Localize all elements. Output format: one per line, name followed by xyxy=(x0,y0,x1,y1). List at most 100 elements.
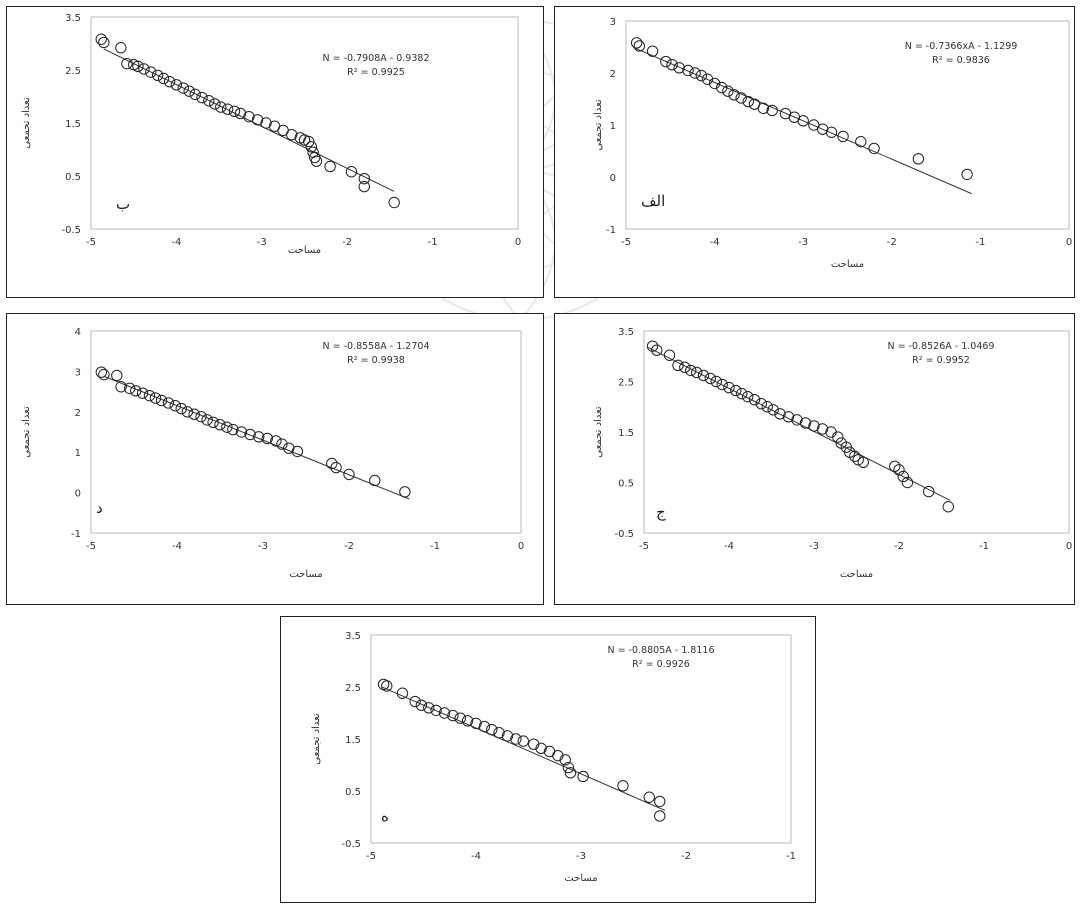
data-point xyxy=(196,91,208,104)
chart-panel-he: -5 -4 -3 -2 -1 -0.5 0.5 1.5 2.5 3.5 مساحت تعداد تجم… xyxy=(280,616,816,903)
x-tick-label: -1 xyxy=(979,541,989,552)
data-point xyxy=(283,442,295,454)
y-tick-label: 3.5 xyxy=(65,13,81,24)
data-point xyxy=(857,456,869,469)
x-tick-label: -4 xyxy=(172,541,182,552)
regression-equation: N = -0.8558A - 1.2704 xyxy=(323,341,430,352)
data-point xyxy=(852,454,864,466)
x-tick-label: -3 xyxy=(809,541,819,552)
data-point xyxy=(369,474,381,487)
y-tick-label: 2.5 xyxy=(345,683,361,694)
x-tick-label: -3 xyxy=(798,237,808,248)
data-point xyxy=(181,406,194,418)
trendline xyxy=(103,375,410,500)
data-point xyxy=(715,81,728,94)
data-point xyxy=(710,375,722,388)
plot-area xyxy=(625,20,1070,230)
data-point xyxy=(486,723,498,736)
x-tick-label: -2 xyxy=(342,237,352,248)
y-tick-label: 3.5 xyxy=(345,631,361,642)
data-point xyxy=(98,36,110,49)
data-point xyxy=(203,95,215,107)
data-point xyxy=(121,57,133,70)
data-point xyxy=(704,372,717,385)
data-point xyxy=(708,77,721,90)
data-point xyxy=(151,69,164,82)
data-point xyxy=(430,704,442,717)
data-point xyxy=(630,37,643,49)
data-point xyxy=(697,369,710,382)
data-point xyxy=(454,712,466,724)
data-point xyxy=(832,431,844,443)
data-point xyxy=(695,69,708,82)
data-point xyxy=(654,795,666,808)
panel-label: ج xyxy=(656,503,666,522)
regression-equation: N = -0.7908A - 0.9382 xyxy=(323,53,430,64)
x-tick-label: -1 xyxy=(975,237,985,248)
plot-area xyxy=(370,634,792,844)
r-squared: R² = 0.9952 xyxy=(912,355,970,366)
data-point xyxy=(189,88,201,101)
data-point xyxy=(235,426,248,438)
data-point xyxy=(855,135,867,148)
x-tick-label: -1 xyxy=(786,851,796,862)
data-point xyxy=(124,382,136,395)
panel-label: ب xyxy=(116,195,130,213)
x-tick-label: -4 xyxy=(471,851,481,862)
data-point xyxy=(157,72,170,85)
data-point xyxy=(310,155,323,167)
data-point xyxy=(849,450,861,462)
data-point xyxy=(132,60,144,72)
chart-alef: -5 -4 -3 -2 -1 0 -1 0 1 2 3 مساحت تعداد تجمعی N = -0.… xyxy=(593,17,1072,270)
data-point xyxy=(552,749,564,762)
data-point xyxy=(797,115,809,127)
data-point xyxy=(825,426,837,438)
plot-area xyxy=(90,330,522,534)
r-squared: R² = 0.9836 xyxy=(932,55,990,66)
data-point xyxy=(303,135,315,148)
data-point xyxy=(660,55,672,68)
chart-he: -5 -4 -3 -2 -1 -0.5 0.5 1.5 2.5 3.5 مساحت تعداد تجم… xyxy=(311,631,796,884)
data-point xyxy=(261,432,273,445)
plot-area xyxy=(643,330,1070,534)
x-axis-label: مساحت xyxy=(840,569,873,580)
x-tick-label: -2 xyxy=(681,851,691,862)
data-point xyxy=(276,438,288,450)
data-point xyxy=(207,416,219,429)
y-tick-label: 0.5 xyxy=(618,479,634,490)
data-point xyxy=(215,101,227,113)
x-tick-label: -5 xyxy=(366,851,376,862)
x-tick-label: -3 xyxy=(258,541,268,552)
data-point xyxy=(742,390,754,403)
x-tick-label: -2 xyxy=(894,541,904,552)
data-point xyxy=(358,172,370,185)
y-axis-label: تعداد تجمعی xyxy=(21,97,32,149)
data-point xyxy=(95,366,108,378)
chart-panel-jim: -5 -4 -3 -2 -1 0 -0.5 0.5 1.5 2.5 3.5 مساحت تعداد تج… xyxy=(554,313,1075,605)
y-tick-label: 4 xyxy=(75,327,81,338)
data-point xyxy=(961,168,973,181)
data-point xyxy=(501,730,514,742)
data-point xyxy=(214,419,226,431)
data-point xyxy=(808,420,820,432)
r-squared: R² = 0.9938 xyxy=(347,355,405,366)
data-point xyxy=(633,40,645,52)
data-point xyxy=(227,423,239,436)
data-point xyxy=(562,761,575,774)
data-point xyxy=(716,378,728,391)
data-point xyxy=(646,340,659,352)
data-point xyxy=(95,33,107,45)
data-point xyxy=(221,421,233,433)
data-point xyxy=(868,142,880,155)
r-squared: R² = 0.9925 xyxy=(347,67,405,78)
y-tick-label: 3 xyxy=(610,17,616,28)
data-point xyxy=(115,381,127,393)
x-tick-label: -3 xyxy=(257,237,267,248)
data-point xyxy=(326,457,338,470)
data-point xyxy=(291,445,304,458)
chart-b: -5 -4 -3 -2 -1 0 -0.5 0.5 1.5 2.5 3.5 مساحت تعداد تج… xyxy=(21,13,521,256)
data-point xyxy=(774,408,786,420)
data-point xyxy=(923,485,935,498)
y-tick-label: -0.5 xyxy=(341,839,361,850)
data-point xyxy=(461,715,474,727)
